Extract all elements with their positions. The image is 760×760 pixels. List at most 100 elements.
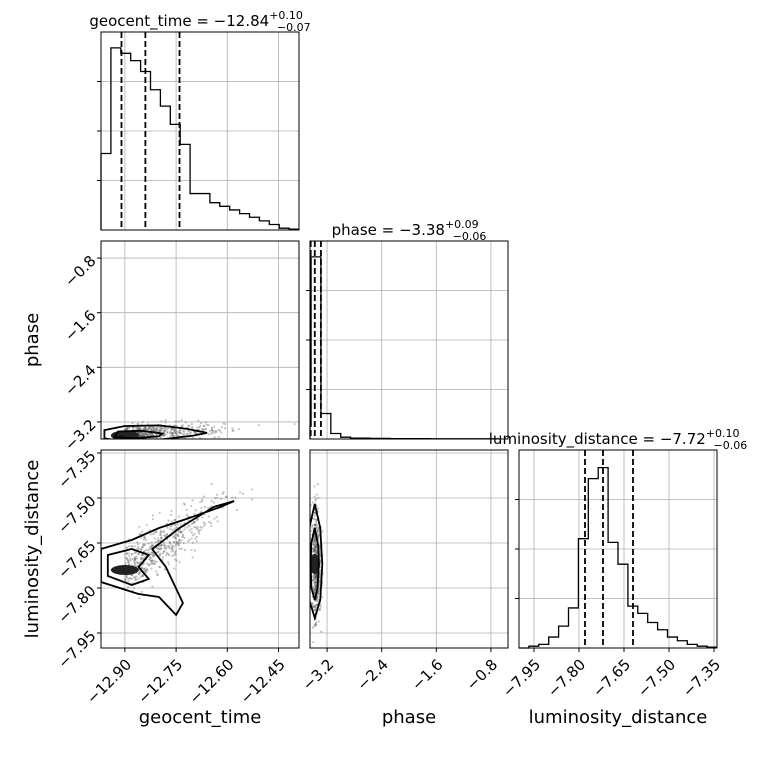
- sample-point: [155, 433, 159, 436]
- sample-point: [149, 434, 152, 437]
- sample-point: [231, 496, 234, 499]
- sample-point: [124, 575, 128, 578]
- sample-point: [144, 432, 147, 436]
- sample-point: [135, 575, 138, 578]
- sample-point: [193, 520, 196, 524]
- sample-point: [199, 525, 202, 528]
- sample-point: [178, 429, 181, 433]
- sample-point: [157, 539, 160, 542]
- sample-point: [314, 550, 317, 553]
- sample-point: [210, 429, 214, 432]
- sample-point: [137, 432, 141, 435]
- sample-point: [314, 585, 318, 588]
- sample-point: [156, 547, 160, 551]
- sample-point: [137, 572, 140, 575]
- sample-point: [314, 622, 317, 625]
- sample-point: [207, 506, 210, 510]
- sample-point: [312, 589, 315, 592]
- sample-point: [193, 512, 196, 515]
- sample-point: [221, 506, 224, 509]
- sample-point: [172, 540, 176, 543]
- sample-point: [123, 552, 127, 556]
- sample-point: [151, 559, 154, 562]
- sample-point: [168, 431, 172, 434]
- sample-point: [166, 440, 168, 442]
- sample-point: [190, 548, 193, 552]
- title-geocent_time: geocent_time = −12.84+0.10 −0.07: [89, 9, 310, 34]
- sample-point: [177, 420, 180, 423]
- sample-point: [151, 562, 154, 565]
- sample-point: [156, 551, 159, 554]
- sample-point: [314, 548, 317, 551]
- sample-point: [195, 540, 199, 543]
- sample-point: [312, 547, 315, 550]
- sample-point: [317, 537, 320, 540]
- sample-point: [143, 432, 146, 435]
- sample-point: [195, 527, 199, 531]
- sample-point: [191, 427, 194, 430]
- sample-point: [173, 535, 176, 539]
- sample-point: [167, 544, 170, 548]
- sample-point: [176, 542, 179, 545]
- sample-point: [142, 544, 145, 547]
- sample-point: [316, 595, 319, 599]
- sample-point: [316, 597, 319, 600]
- sample-point: [142, 538, 145, 541]
- sample-point: [190, 422, 194, 426]
- sample-point: [185, 508, 188, 511]
- sample-point: [145, 562, 149, 565]
- sample-point: [146, 433, 149, 437]
- sample-point: [197, 529, 200, 532]
- sample-point: [313, 545, 316, 548]
- sample-point: [134, 551, 138, 555]
- sample-point: [319, 605, 322, 608]
- sample-point: [154, 541, 157, 544]
- sample-point: [318, 574, 321, 578]
- sample-point: [164, 429, 167, 432]
- panel-frame: [100, 240, 300, 440]
- sample-point: [142, 543, 145, 546]
- sample-point: [155, 428, 158, 431]
- sample-point: [320, 630, 323, 633]
- sample-point: [313, 585, 316, 589]
- sample-point: [251, 488, 254, 491]
- sample-point: [204, 522, 207, 525]
- sample-point: [190, 504, 193, 508]
- sample-point: [239, 491, 242, 494]
- sample-point: [185, 432, 188, 435]
- sample-point: [314, 518, 317, 521]
- sample-point: [148, 563, 151, 566]
- sample-point: [171, 434, 174, 437]
- sample-point: [215, 515, 218, 519]
- sample-point: [177, 515, 180, 518]
- sample-point: [144, 426, 147, 429]
- sample-point: [150, 556, 153, 560]
- y-axis-label-luminosity_distance: luminosity_distance: [22, 460, 43, 639]
- sample-point: [312, 576, 315, 579]
- sample-point: [161, 434, 165, 437]
- sample-point: [317, 590, 320, 593]
- sample-point: [311, 602, 314, 605]
- sample-point: [315, 573, 318, 576]
- sample-point: [138, 525, 141, 528]
- sample-point: [141, 433, 144, 437]
- sample-point: [150, 544, 153, 547]
- sample-point: [145, 523, 148, 526]
- sample-point: [311, 604, 314, 607]
- sample-point: [178, 431, 181, 434]
- sample-point: [144, 427, 148, 430]
- sample-point: [124, 428, 127, 431]
- sample-point: [153, 429, 157, 432]
- sample-point: [314, 623, 317, 626]
- sample-point: [173, 541, 176, 544]
- x-tick-label: −7.80: [544, 656, 589, 701]
- sample-point: [131, 574, 134, 577]
- sample-point: [160, 536, 163, 539]
- sample-point: [191, 499, 194, 502]
- sample-point: [128, 440, 130, 442]
- sample-point: [314, 578, 317, 581]
- sample-point: [225, 495, 228, 498]
- sample-point: [311, 579, 314, 582]
- sample-point: [312, 543, 315, 547]
- scatter-grid: [310, 450, 508, 648]
